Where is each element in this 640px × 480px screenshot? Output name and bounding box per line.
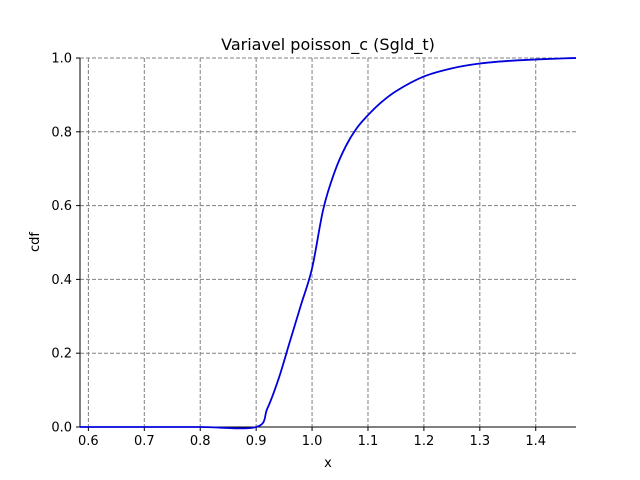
x-tick-label: 0.6: [78, 434, 99, 449]
x-tick-label: 0.7: [134, 434, 155, 449]
y-tick-label: 0.0: [51, 421, 72, 436]
cdf-series-line: [80, 57, 577, 430]
axes: [79, 58, 576, 428]
y-tick-label: 0.6: [51, 199, 72, 214]
y-ticks: 0.0 0.2 0.4 0.6 0.8 1.0: [51, 52, 80, 436]
y-tick-label: 0.8: [51, 125, 72, 140]
x-tick-label: 1.3: [469, 434, 490, 449]
grid-lines: [80, 57, 576, 428]
chart-title: Variavel poisson_c (Sgld_t): [221, 35, 435, 55]
x-tick-label: 1.1: [358, 434, 379, 449]
x-axis-label: x: [324, 456, 332, 471]
x-tick-label: 1.2: [414, 434, 435, 449]
x-tick-label: 1.4: [525, 434, 546, 449]
x-tick-label: 1.0: [302, 434, 323, 449]
y-axis-label: cdf: [28, 232, 43, 252]
series-group: [80, 57, 577, 430]
y-tick-label: 0.4: [51, 273, 72, 288]
x-tick-label: 0.9: [246, 434, 267, 449]
y-tick-label: 1.0: [51, 52, 72, 67]
x-ticks: 0.6 0.7 0.8 0.9 1.0 1.1 1.2 1.3 1.4: [78, 427, 546, 449]
y-tick-label: 0.2: [51, 347, 72, 362]
x-tick-label: 0.8: [190, 434, 211, 449]
